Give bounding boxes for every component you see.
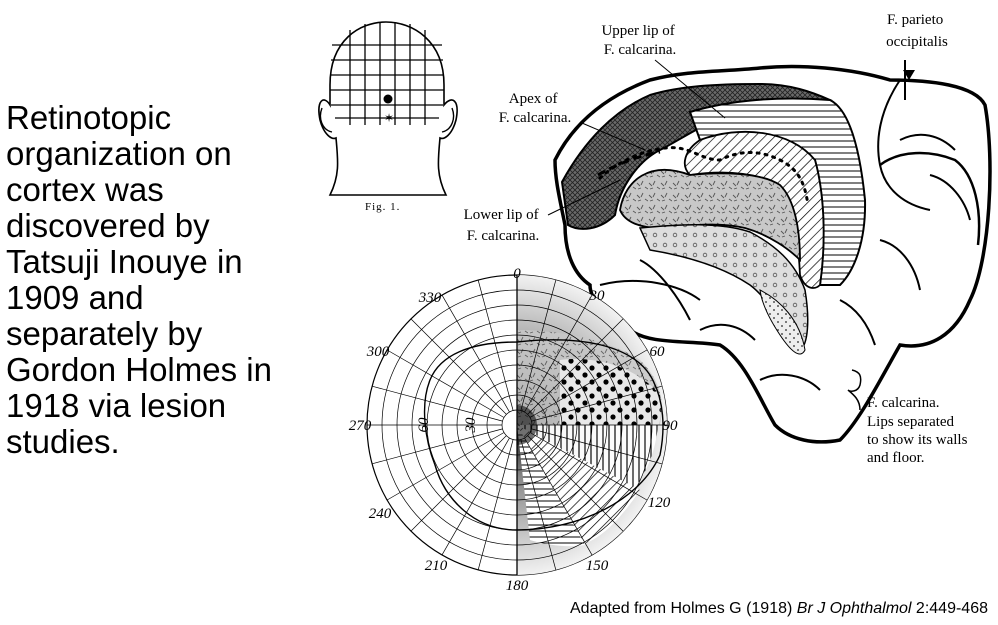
polar-spoke — [520, 280, 557, 411]
angle-label: 330 — [418, 290, 442, 306]
parieto-label: F. parieto occipitalis — [886, 12, 948, 50]
sulci — [599, 60, 971, 391]
polar-spoke — [477, 439, 514, 570]
inion-mark: ✶ — [384, 111, 394, 125]
polar-spoke — [410, 318, 507, 415]
angle-label: 90 — [663, 418, 679, 434]
angle-label: 210 — [425, 558, 448, 574]
upper-lip-label: Upper lip of F. calcarina. — [601, 23, 678, 58]
angle-label: 300 — [366, 344, 390, 360]
polar-spoke — [524, 294, 593, 413]
polar-spoke — [524, 437, 593, 556]
polar-spoke — [531, 428, 662, 465]
polar-spoke — [477, 280, 514, 411]
main-text-line: separately by — [6, 315, 203, 352]
main-text-line: 1909 and — [6, 279, 144, 316]
apex-label: Apex of F. calcarina. — [499, 91, 572, 126]
right-ear — [441, 107, 455, 133]
angle-label: 240 — [369, 506, 392, 522]
calcarine-dotted-line — [598, 146, 810, 207]
visual-field-plot: 0 30 60 90 120 150 180 210 240 270 300 3… — [349, 266, 678, 594]
angle-label: 120 — [648, 495, 671, 511]
angle-label: 30 — [589, 288, 606, 304]
main-text-line: organization on — [6, 135, 232, 172]
polar-spoke — [529, 432, 648, 501]
angle-label: 0 — [513, 266, 521, 282]
polar-spoke — [386, 432, 505, 501]
brain-diagram: Upper lip of F. calcarina. Apex of F. ca… — [464, 12, 992, 466]
head-grid — [330, 22, 444, 125]
citation-journal: Br J Ophthalmol — [796, 600, 912, 617]
polar-spoke — [441, 294, 510, 413]
polar-spokes — [367, 275, 667, 575]
main-text-line: Gordon Holmes in — [6, 351, 272, 388]
citation-prefix: Adapted from Holmes G (1918) — [570, 600, 797, 617]
polar-spoke — [529, 349, 648, 418]
main-text-line: studies. — [6, 423, 120, 460]
polar-spoke — [410, 435, 507, 532]
lower-lip-region — [638, 223, 809, 352]
leader-lines — [547, 59, 726, 216]
polar-spoke — [386, 349, 505, 418]
polar-spoke — [531, 385, 662, 422]
main-text-line: Retinotopic — [6, 99, 172, 136]
angle-label: 150 — [586, 558, 609, 574]
apex-dashed-line — [597, 150, 661, 177]
main-text-line: 1918 via lesion — [6, 387, 227, 424]
main-text: Retinotopic organization on cortex was d… — [6, 100, 306, 460]
main-text-line: Tatsuji Inouye in — [6, 243, 243, 280]
polar-spoke — [520, 439, 557, 570]
head-outline — [318, 21, 458, 196]
angle-label: 60 — [650, 344, 666, 360]
polar-spoke — [441, 437, 510, 556]
field-boundary — [423, 339, 664, 531]
calcarina-bracket — [847, 369, 862, 411]
parieto-arrow — [903, 70, 915, 80]
main-text-line: discovered by — [6, 207, 210, 244]
main-text-line: cortex was — [6, 171, 164, 208]
radial-label: 30 — [463, 417, 479, 434]
polar-spoke — [372, 428, 503, 465]
calcarina-label: F. calcarina. Lips separated to show its… — [867, 395, 971, 466]
head-caption: Fig. 1. — [365, 201, 400, 213]
angle-label: 180 — [506, 578, 529, 594]
polar-spoke — [527, 318, 624, 415]
radial-label: 60 — [416, 417, 432, 433]
parieto-region-outline — [879, 151, 981, 246]
left-ear — [319, 107, 333, 133]
lesion-dot — [383, 94, 393, 104]
polar-spoke — [527, 435, 624, 532]
head-figure: ✶ Fig. 1. — [318, 21, 458, 213]
lower-dots-region — [759, 289, 806, 355]
lower-lip-label: Lower lip of F. calcarina. — [464, 207, 543, 244]
angle-label: 270 — [349, 418, 372, 434]
citation-suffix: 2:449-468 — [911, 600, 988, 617]
polar-spoke — [372, 385, 503, 422]
citation: Adapted from Holmes G (1918) Br J Ophtha… — [570, 600, 988, 618]
